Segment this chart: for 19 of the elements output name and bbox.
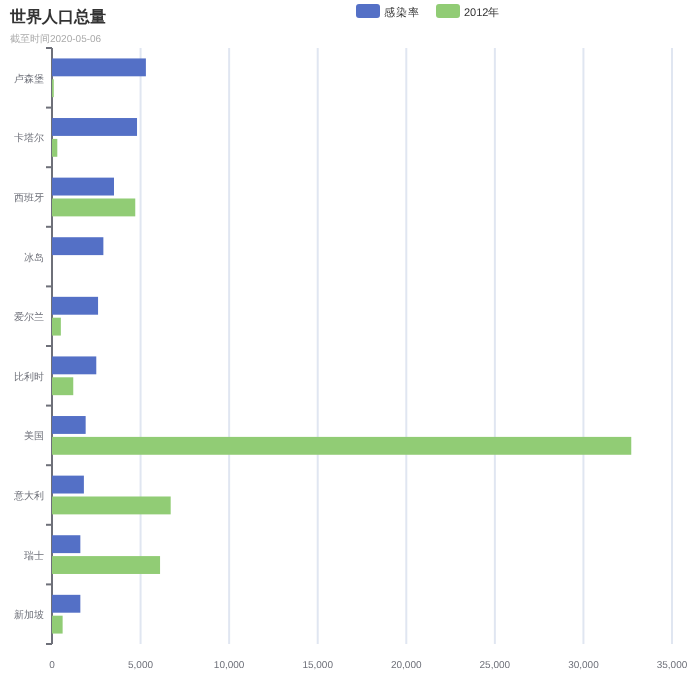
bar [52, 58, 146, 77]
bar [52, 317, 61, 336]
bar [52, 416, 86, 434]
bar [52, 535, 81, 554]
bar [52, 177, 114, 196]
bar [52, 296, 99, 315]
bar [52, 615, 63, 634]
bar [52, 594, 81, 613]
bar [52, 198, 136, 217]
bar [52, 556, 161, 574]
bar [52, 118, 138, 136]
bar [52, 356, 97, 375]
bar [52, 475, 84, 494]
bar [52, 237, 104, 256]
bar [52, 377, 74, 396]
bar [52, 496, 171, 515]
bar [52, 138, 58, 157]
chart-title: 世界人口总量 [8, 8, 106, 26]
bar [52, 436, 632, 455]
